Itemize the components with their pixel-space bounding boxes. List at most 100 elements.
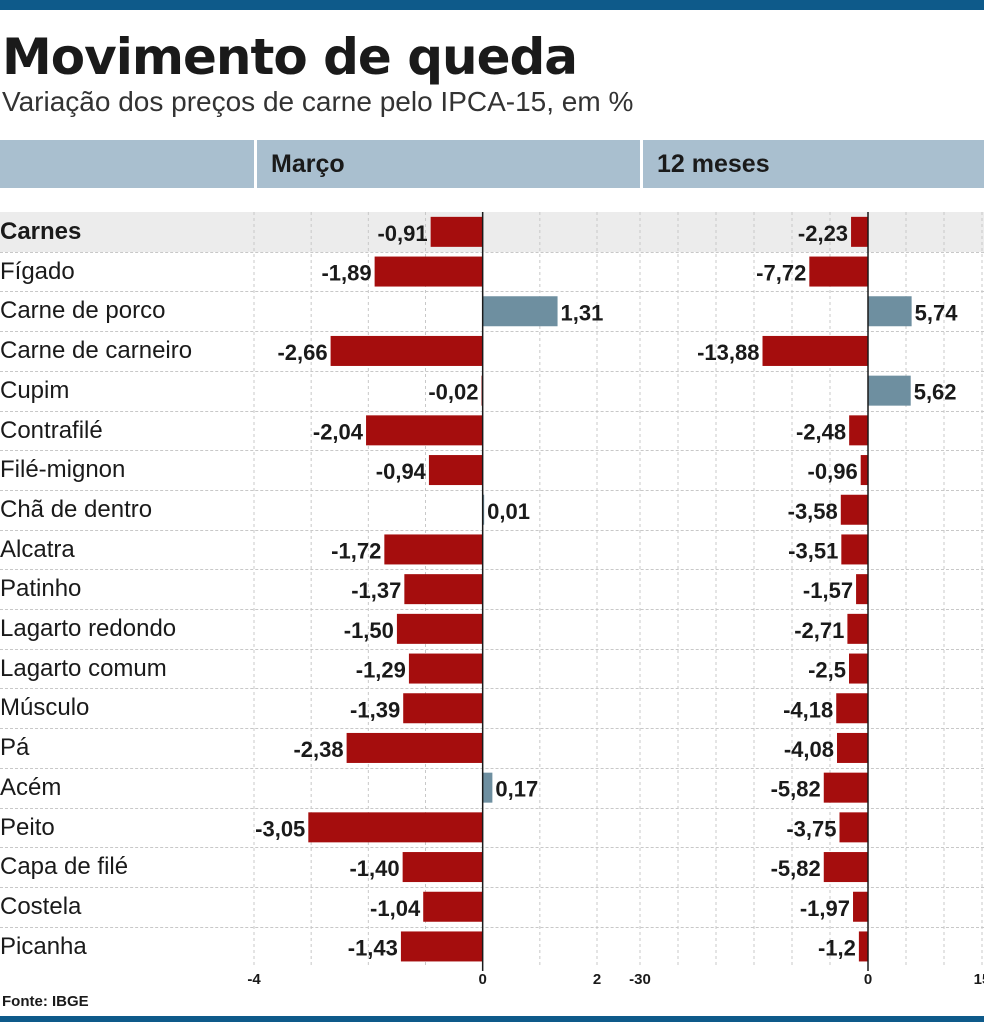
row-separator — [0, 649, 984, 650]
category-label: Chã de dentro — [0, 496, 153, 523]
bar — [851, 216, 868, 247]
value-label: -1,57 — [803, 578, 853, 603]
value-label: -1,72 — [331, 538, 381, 563]
bottom-accent-bar — [0, 1016, 984, 1022]
bar — [849, 653, 868, 684]
bar — [430, 216, 483, 247]
bar — [840, 494, 868, 525]
bar — [868, 375, 911, 406]
row-separator — [0, 768, 984, 769]
category-label: Filé-mignon — [0, 456, 126, 483]
value-label: -1,39 — [350, 697, 400, 722]
value-label: -0,96 — [808, 459, 858, 484]
value-label: -5,82 — [771, 777, 821, 802]
bar — [856, 574, 868, 605]
bar — [346, 732, 483, 763]
bar — [403, 693, 483, 724]
value-label: -2,38 — [293, 737, 343, 762]
row-separator — [0, 450, 984, 451]
bar — [308, 812, 483, 843]
value-label: -1,40 — [349, 856, 399, 881]
bar — [823, 772, 868, 803]
category-label: Lagarto comum — [0, 655, 167, 682]
bar — [400, 931, 483, 962]
tick-label: 15 — [974, 971, 984, 988]
tick-label: -4 — [247, 971, 261, 988]
row-separator — [0, 569, 984, 570]
bar — [428, 455, 483, 486]
category-label: Patinho — [0, 575, 82, 602]
value-label: -1,97 — [800, 896, 850, 921]
bar — [836, 732, 868, 763]
value-label: -7,72 — [756, 261, 806, 286]
row-separator — [0, 490, 984, 491]
bar — [849, 415, 868, 446]
value-label: -1,37 — [351, 578, 401, 603]
category-label: Costela — [0, 893, 82, 920]
chart-subtitle: Variação dos preços de carne pelo IPCA-1… — [2, 86, 634, 117]
row-separator — [0, 411, 984, 412]
value-label: -3,05 — [255, 816, 305, 841]
value-label: 5,74 — [915, 300, 959, 325]
category-label: Carne de carneiro — [0, 337, 193, 364]
bar — [853, 891, 868, 922]
bar — [330, 335, 483, 366]
column-header-marco: Março — [254, 140, 640, 188]
top-accent-bar — [0, 0, 984, 10]
value-label: -1,29 — [356, 658, 406, 683]
row-separator — [0, 847, 984, 848]
bar — [482, 772, 493, 803]
category-label: Pá — [0, 734, 30, 761]
bar — [762, 335, 868, 366]
bar — [396, 613, 483, 644]
category-label: Contrafilé — [0, 417, 103, 444]
bar — [868, 296, 912, 327]
bar — [847, 613, 868, 644]
value-label: -3,51 — [788, 538, 838, 563]
category-label: Alcatra — [0, 536, 75, 563]
row-separator — [0, 887, 984, 888]
value-label: -4,18 — [783, 697, 833, 722]
category-label: Carne de porco — [0, 297, 166, 324]
value-label: -0,91 — [377, 221, 427, 246]
tick-label: 0 — [864, 971, 872, 988]
bar — [408, 653, 483, 684]
value-label: 1,31 — [561, 300, 604, 325]
bar — [423, 891, 483, 922]
category-label: Cupim — [0, 377, 70, 404]
bar — [402, 852, 483, 883]
column-header-12-meses: 12 meses — [640, 140, 984, 188]
bar — [839, 812, 868, 843]
bar — [366, 415, 483, 446]
row-separator — [0, 331, 984, 332]
category-label: Acém — [0, 774, 62, 801]
value-label: -2,48 — [796, 419, 846, 444]
value-label: 5,62 — [914, 380, 957, 405]
value-label: -0,02 — [428, 380, 478, 405]
bar — [384, 534, 483, 565]
source-note: Fonte: IBGE — [2, 993, 89, 1010]
tick-label: 2 — [593, 971, 601, 988]
value-label: -2,5 — [808, 658, 846, 683]
value-label: -0,94 — [376, 459, 427, 484]
bar — [841, 534, 868, 565]
tick-label: 0 — [478, 971, 486, 988]
row-separator — [0, 927, 984, 928]
value-label: -2,04 — [313, 419, 364, 444]
value-label: 0,17 — [495, 777, 538, 802]
category-label: Peito — [0, 814, 55, 841]
category-label: Músculo — [0, 694, 90, 721]
bar — [858, 931, 868, 962]
row-separator — [0, 371, 984, 372]
value-label: -1,2 — [818, 935, 856, 960]
value-label: -3,75 — [786, 816, 836, 841]
row-separator — [0, 530, 984, 531]
bar — [860, 455, 868, 486]
bar — [374, 256, 483, 287]
chart-panel-0: -0,91-1,89 1,31 -2,66 -0,02 -2,04 -0,94 0,01 -1… — [247, 212, 603, 988]
bar — [823, 852, 868, 883]
row-separator — [0, 252, 984, 253]
category-label: Capa de filé — [0, 853, 129, 880]
value-label: -3,58 — [788, 499, 838, 524]
